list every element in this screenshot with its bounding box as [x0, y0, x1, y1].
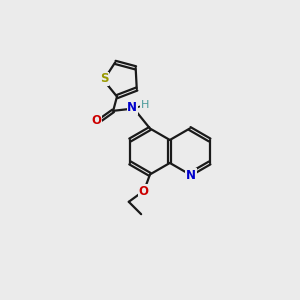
- Text: N: N: [186, 169, 196, 182]
- Text: H: H: [141, 100, 149, 110]
- Text: N: N: [127, 101, 137, 114]
- Text: O: O: [91, 114, 101, 127]
- Text: O: O: [139, 185, 148, 198]
- Text: S: S: [100, 72, 109, 85]
